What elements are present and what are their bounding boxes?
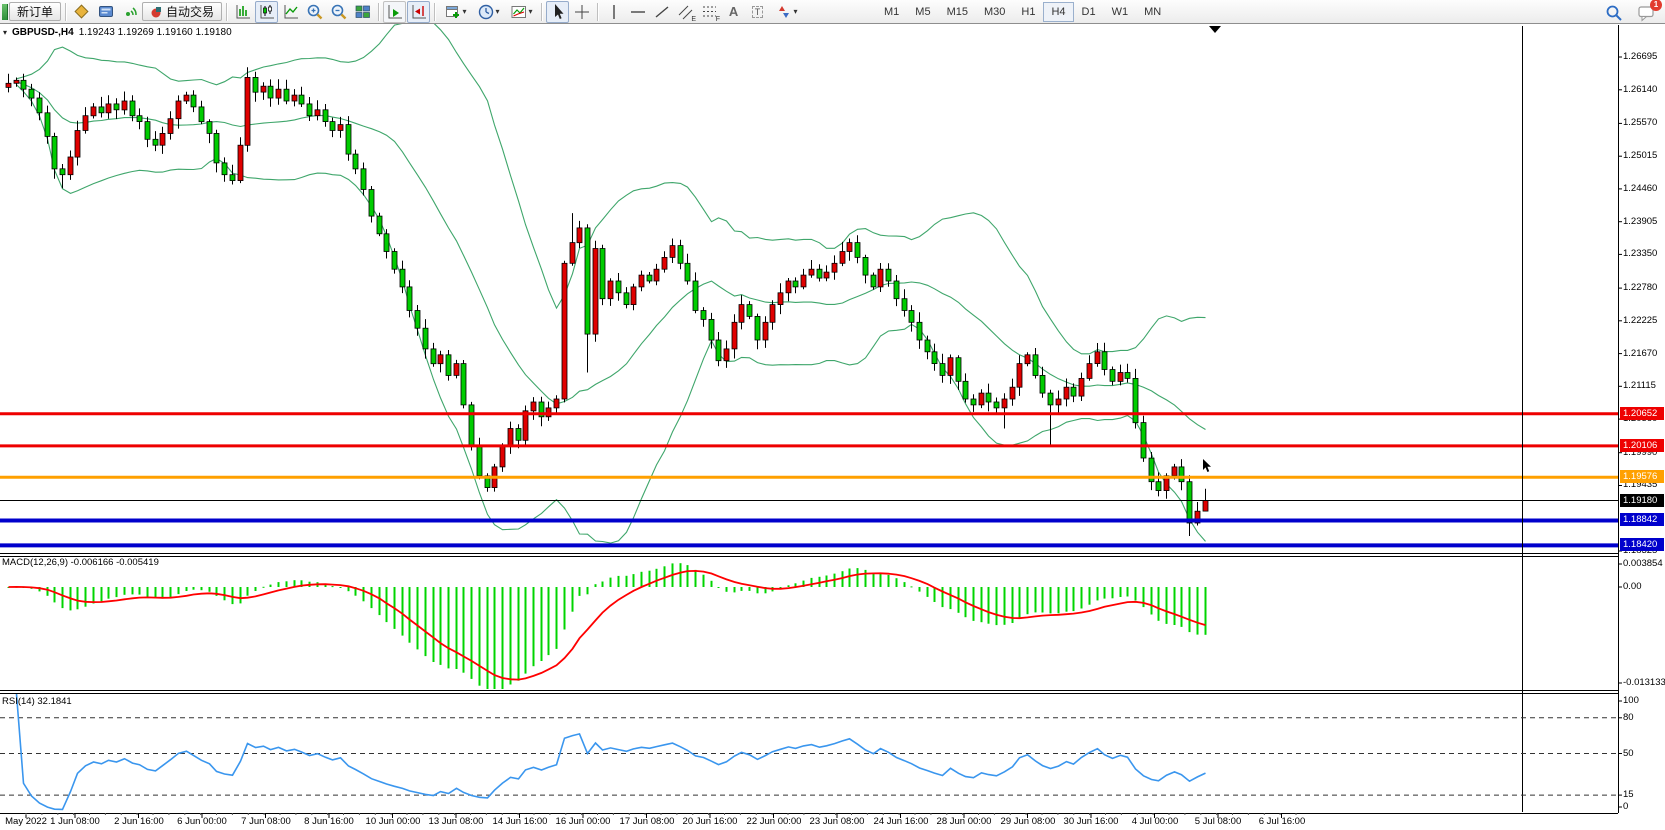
new-order-button[interactable]: 新订单 <box>9 2 62 21</box>
tf-mn[interactable]: MN <box>1144 6 1162 18</box>
chevron-down-icon: ▾ <box>793 7 798 16</box>
arrows-icon[interactable]: ▾ <box>770 1 802 23</box>
notification-badge: 1 <box>1650 0 1662 11</box>
toolbar-right: 1 <box>1602 0 1662 24</box>
toolbar-separator <box>541 2 543 21</box>
indicators-icon[interactable]: ▾ <box>505 1 537 23</box>
tf-w1[interactable]: W1 <box>1111 6 1129 18</box>
tf-d1[interactable]: D1 <box>1081 6 1096 18</box>
chevron-down-icon: ▾ <box>462 7 467 16</box>
text-icon[interactable]: A <box>722 1 745 23</box>
toolbar-separator <box>597 2 599 21</box>
trendline-icon[interactable] <box>650 1 673 23</box>
horizontal-line-icon[interactable] <box>626 1 649 23</box>
signals-icon[interactable] <box>118 1 141 23</box>
fibonacci-icon[interactable]: F <box>698 1 721 23</box>
chevron-down-icon: ▾ <box>495 7 500 16</box>
chart-shift-icon[interactable] <box>407 0 431 23</box>
profiles-icon[interactable] <box>70 1 93 23</box>
terminal-icon[interactable] <box>94 1 117 23</box>
text-tool-glyph: A <box>728 4 739 19</box>
zoom-out-icon[interactable] <box>327 1 350 23</box>
auto-trading-button[interactable]: 自动交易 <box>142 2 223 21</box>
new-chart-icon[interactable]: ▾ <box>439 1 471 23</box>
toolbar: 新订单 自动交易 <box>0 0 1665 24</box>
zoom-in-icon[interactable] <box>303 1 326 23</box>
candlestick-chart-icon[interactable] <box>255 0 279 23</box>
tf-h4[interactable]: H4 <box>1043 2 1074 22</box>
fibo-tag-label: F <box>715 15 721 23</box>
tf-m15[interactable]: M15 <box>946 6 968 18</box>
tf-m5[interactable]: M5 <box>915 6 931 18</box>
bar-chart-icon[interactable] <box>231 1 254 23</box>
toolbar-separator <box>378 2 380 21</box>
crosshair-icon[interactable] <box>570 1 593 23</box>
toolbar-separator <box>434 2 436 21</box>
tile-windows-icon[interactable] <box>351 1 374 23</box>
text-label-icon[interactable]: T <box>746 1 769 23</box>
toolbar-separator <box>65 2 67 21</box>
vertical-line-icon[interactable] <box>602 1 625 23</box>
label-tool-glyph: T <box>751 5 764 18</box>
equidistant-channel-icon[interactable]: E <box>674 1 697 23</box>
auto-trading-label: 自动交易 <box>166 5 215 19</box>
cursor-icon[interactable] <box>546 0 570 23</box>
toolbar-separator <box>226 2 228 21</box>
chevron-down-icon: ▾ <box>528 7 533 16</box>
period-clock-icon[interactable]: ▾ <box>472 1 504 23</box>
tf-m1[interactable]: M1 <box>884 6 900 18</box>
chart-area[interactable] <box>0 25 1665 830</box>
tf-m30[interactable]: M30 <box>983 6 1006 18</box>
auto-trading-icon <box>151 6 162 17</box>
channel-tag-label: E <box>691 15 697 23</box>
search-icon[interactable] <box>1602 2 1625 24</box>
chat-icon[interactable]: 1 <box>1634 0 1662 24</box>
auto-scroll-icon[interactable] <box>383 0 407 23</box>
timeframe-bar: M1 M5 M15 M30 H1 H4 D1 W1 MN <box>876 2 1169 22</box>
cropped-toolbar-icon <box>2 3 8 20</box>
tf-h1[interactable]: H1 <box>1021 6 1036 18</box>
line-chart-icon[interactable] <box>279 1 302 23</box>
